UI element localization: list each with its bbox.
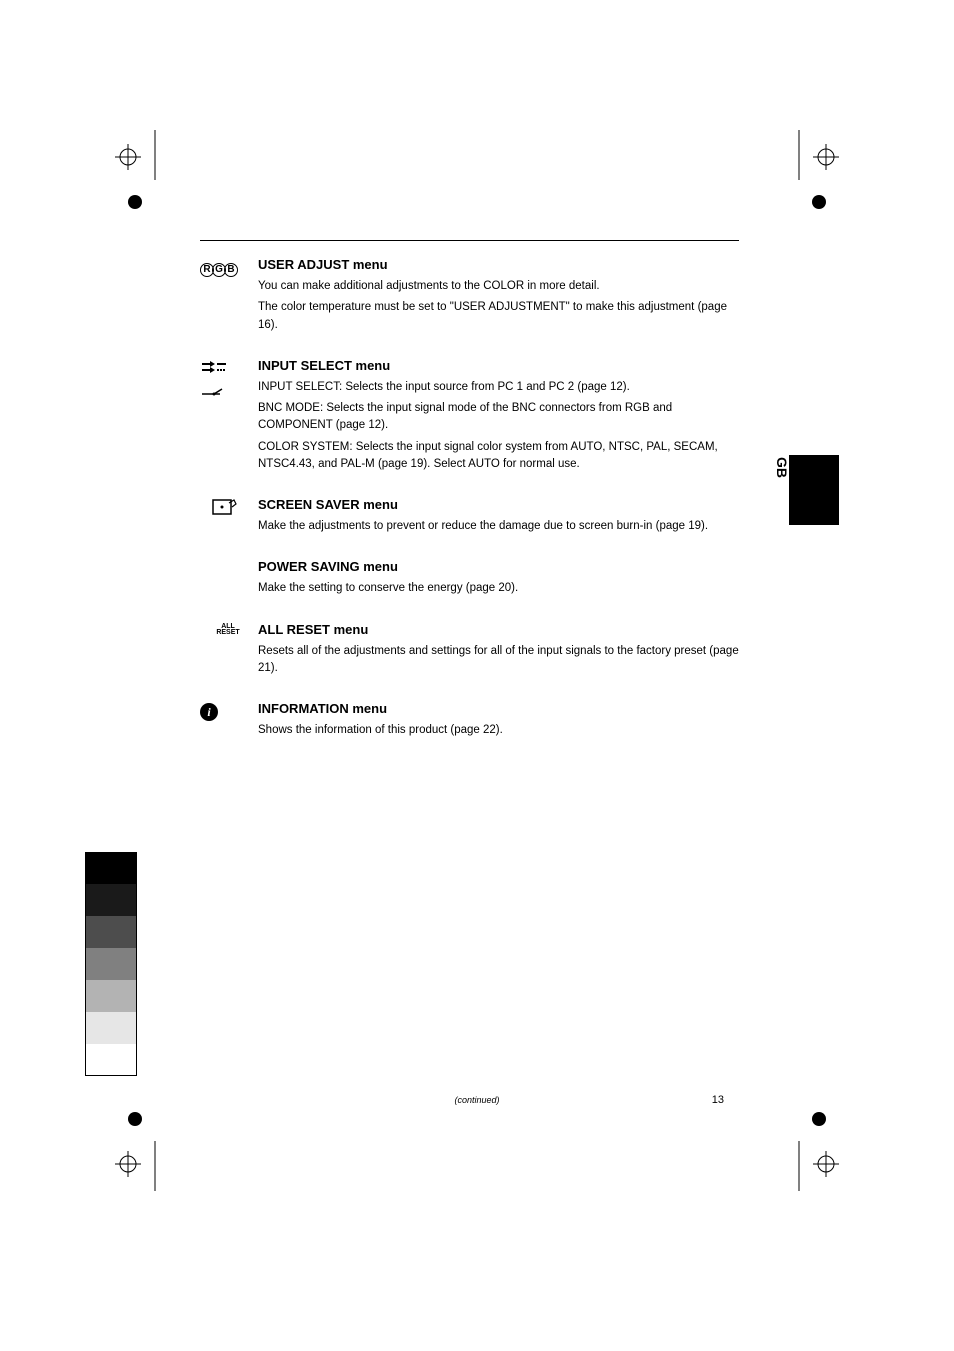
registration-dot [812,195,826,209]
divider [200,240,739,241]
section-body: Make the setting to conserve the energy … [258,580,739,597]
section-body: INPUT SELECT: Selects the input source f… [258,379,739,473]
registration-dot [128,1112,142,1126]
section-body: Resets all of the adjustments and settin… [258,643,739,678]
footer-continued: (continued) [0,1095,954,1106]
input-switch-icon [200,386,240,407]
screensaver-icon [212,499,240,519]
menu-section-information: i INFORMATION menu Shows the information… [200,701,739,743]
rgb-icon: RGB [200,259,240,277]
section-title: ALL RESET menu [258,622,739,637]
section-title: INFORMATION menu [258,701,739,716]
registration-dot [128,195,142,209]
calibration-gradient [85,852,137,1076]
section-body: You can make additional adjustments to t… [258,278,739,334]
section-title: SCREEN SAVER menu [258,497,739,512]
menu-section-input-select: INPUT SELECT menu INPUT SELECT: Selects … [200,358,739,477]
reset-icon: ALLRESET [216,624,240,637]
menu-section-screen-saver: SCREEN SAVER menu Make the adjustments t… [200,497,739,539]
info-icon: i [200,703,218,721]
registration-dot [812,1112,826,1126]
page-content: RGB USER ADJUST menu You can make additi… [200,240,739,763]
crop-mark-bottom-right [789,1141,839,1191]
section-body: Shows the information of this product (p… [258,722,739,739]
crop-mark-top-left [115,130,165,180]
language-tab [789,455,839,525]
language-tab-label: GB [774,457,790,478]
menu-section-power-saving: POWER SAVING menu Make the setting to co… [200,559,739,601]
crop-mark-top-right [789,130,839,180]
menu-section-all-reset: ALLRESET ALL RESET menu Resets all of th… [200,622,739,682]
page-number: 13 [712,1094,724,1106]
section-body: Make the adjustments to prevent or reduc… [258,518,739,535]
input-select-icon [200,360,240,378]
menu-section-user-adjust: RGB USER ADJUST menu You can make additi… [200,257,739,338]
section-title: INPUT SELECT menu [258,358,739,373]
section-title: USER ADJUST menu [258,257,739,272]
crop-mark-bottom-left [115,1141,165,1191]
section-title: POWER SAVING menu [258,559,739,574]
